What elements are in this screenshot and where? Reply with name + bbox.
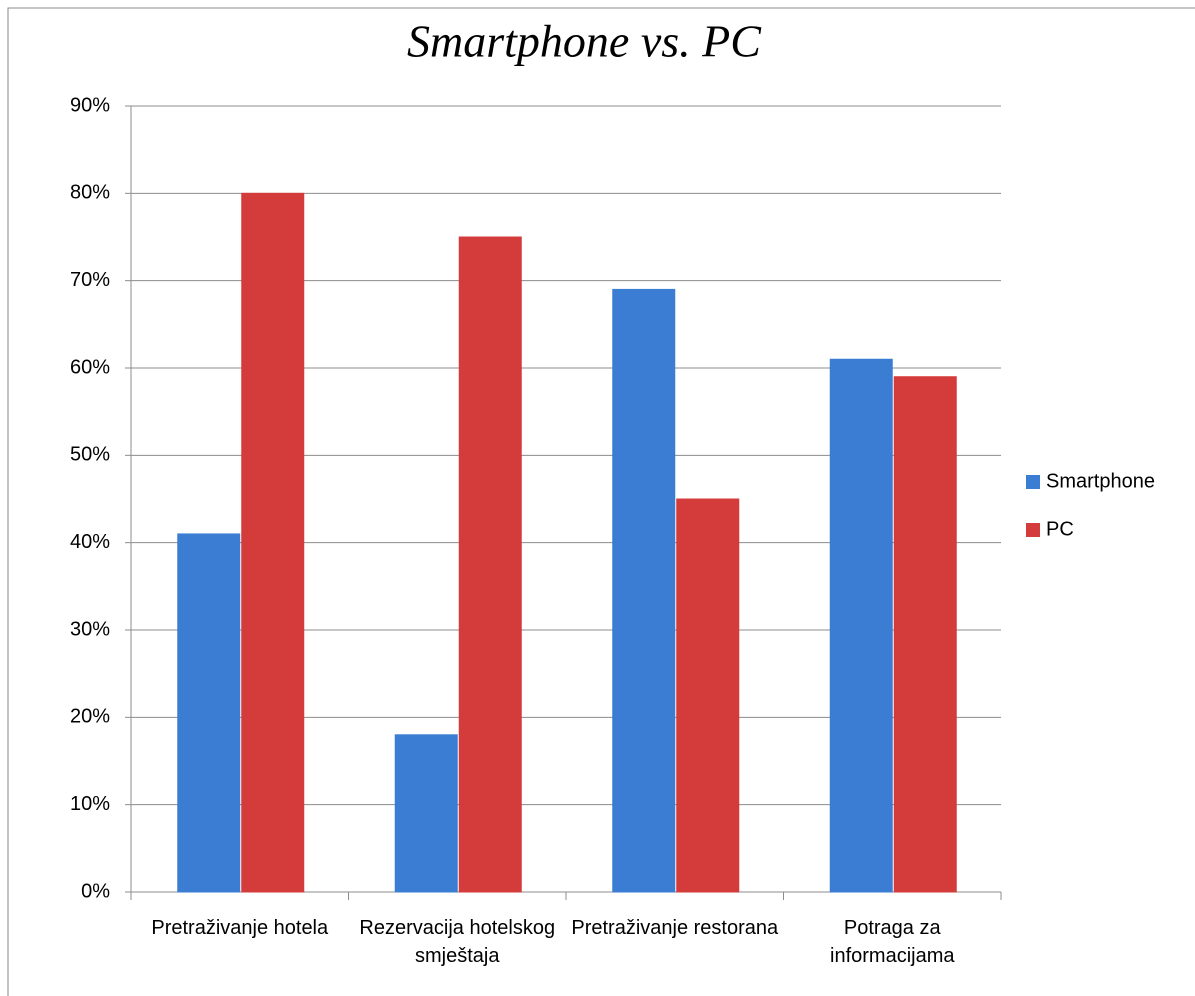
y-tick-label: 70% bbox=[70, 269, 110, 291]
y-tick-label: 60% bbox=[70, 356, 110, 378]
legend-swatch bbox=[1026, 523, 1040, 537]
y-tick-label: 40% bbox=[70, 531, 110, 553]
y-tick-label: 90% bbox=[70, 94, 110, 116]
x-tick-label: Potraga za informacijama bbox=[830, 917, 955, 967]
bar bbox=[177, 533, 241, 893]
x-tick-label: Pretraživanje restorana bbox=[571, 917, 779, 939]
bar bbox=[829, 358, 893, 893]
legend-swatch bbox=[1026, 475, 1040, 489]
y-tick-label: 0% bbox=[81, 880, 110, 902]
y-tick-label: 30% bbox=[70, 618, 110, 640]
x-tick-label: Rezervacija hotelskog smještaja bbox=[359, 917, 556, 967]
bar bbox=[394, 734, 458, 893]
chart-title: Smartphone vs. PC bbox=[407, 16, 762, 67]
chart-border bbox=[7, 7, 1195, 996]
bar bbox=[676, 498, 740, 893]
legend-label: Smartphone bbox=[1046, 470, 1155, 492]
bar bbox=[241, 192, 305, 893]
bar bbox=[612, 288, 676, 893]
y-tick-label: 20% bbox=[70, 706, 110, 728]
x-tick-label: Pretraživanje hotela bbox=[151, 917, 329, 939]
y-tick-label: 50% bbox=[70, 444, 110, 466]
bar bbox=[458, 236, 522, 893]
y-tick-label: 10% bbox=[70, 793, 110, 815]
bar bbox=[893, 376, 957, 893]
y-tick-label: 80% bbox=[70, 182, 110, 204]
legend-label: PC bbox=[1046, 518, 1074, 540]
